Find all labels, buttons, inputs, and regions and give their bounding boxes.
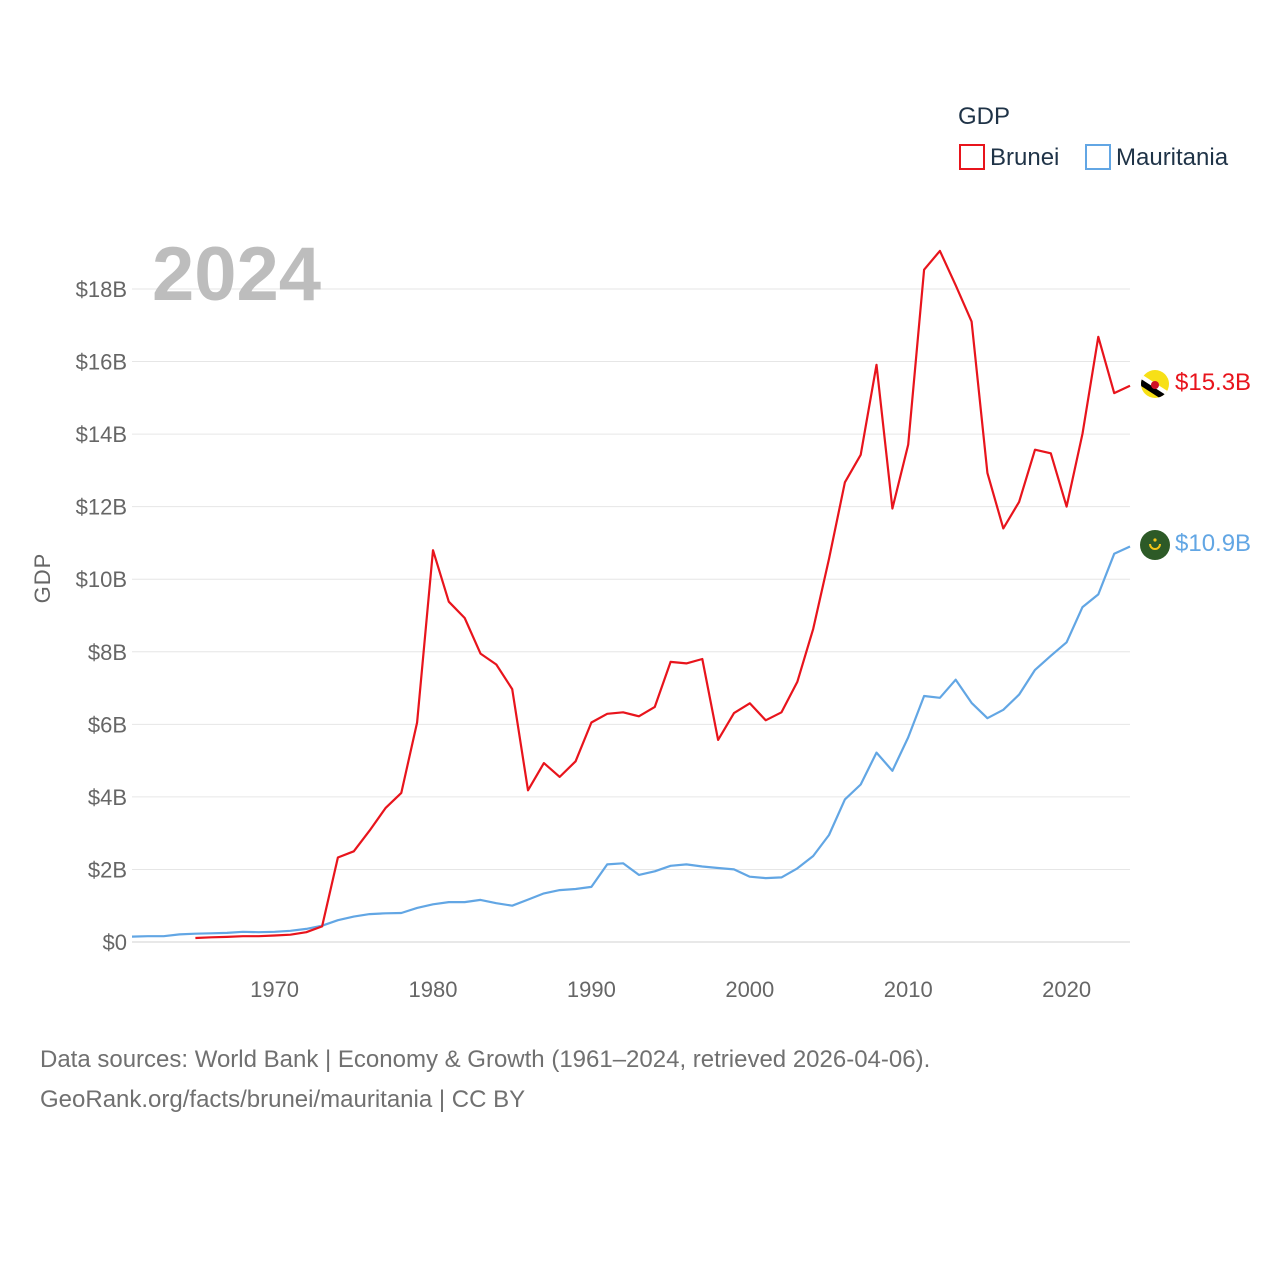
legend-title: GDP — [958, 103, 1010, 130]
gridlines — [132, 288, 1130, 943]
x-tick-label: 2000 — [725, 977, 774, 1002]
y-tick-label: $8B — [88, 640, 127, 665]
x-tick-label: 1970 — [250, 977, 299, 1002]
footer: Data sources: World Bank | Economy & Gro… — [40, 1040, 1240, 1120]
series-line-brunei — [195, 249, 1131, 940]
year-watermark: 2024 — [152, 232, 321, 317]
y-tick-label: $4B — [88, 785, 127, 810]
legend-swatch-brunei — [959, 144, 985, 170]
source-link[interactable]: GeoRank.org/facts/brunei/mauritania | CC… — [40, 1086, 526, 1113]
x-axis-ticks: 1970 1980 1990 2000 2010 2020 — [250, 977, 1091, 1002]
y-tick-label: $16B — [76, 350, 127, 375]
y-tick-label: $0 — [103, 930, 127, 955]
series-line-mauritania — [131, 545, 1131, 938]
end-label-brunei: $15.3B — [1175, 369, 1251, 396]
legend: GDP Brunei Mauritania — [958, 103, 1229, 171]
x-tick-label: 1990 — [567, 977, 616, 1002]
mauritania-flag-icon — [1140, 530, 1170, 560]
y-tick-label: $12B — [76, 495, 127, 520]
legend-label-mauritania: Mauritania — [1116, 144, 1229, 171]
end-label-mauritania: $10.9B — [1175, 530, 1251, 557]
legend-swatch-mauritania — [1085, 144, 1111, 170]
y-tick-label: $6B — [88, 712, 127, 737]
y-tick-label: $2B — [88, 857, 127, 882]
x-tick-label: 1980 — [409, 977, 458, 1002]
x-tick-label: 2020 — [1042, 977, 1091, 1002]
brunei-flag-icon — [1141, 370, 1169, 398]
y-axis-ticks: $0 $2B $4B $6B $8B $10B $12B $14B $16B $18B — [76, 277, 127, 955]
y-tick-label: $18B — [76, 277, 127, 302]
y-axis-title: GDP — [30, 553, 55, 604]
gdp-line-chart: $0$2B$4B$6B$8B$10B$12B$14B$16B$18B 1970 1… — [30, 103, 1251, 1002]
series-lines — [131, 249, 1131, 940]
x-tick-label: 2010 — [884, 977, 933, 1002]
legend-label-brunei: Brunei — [990, 144, 1059, 171]
y-tick-label: $14B — [76, 422, 127, 447]
legend-item-mauritania[interactable]: Mauritania — [1085, 144, 1229, 171]
legend-item-brunei[interactable]: Brunei — [959, 144, 1059, 171]
data-sources-note: Data sources: World Bank | Economy & Gro… — [40, 1046, 931, 1073]
y-tick-label: $10B — [76, 567, 127, 592]
